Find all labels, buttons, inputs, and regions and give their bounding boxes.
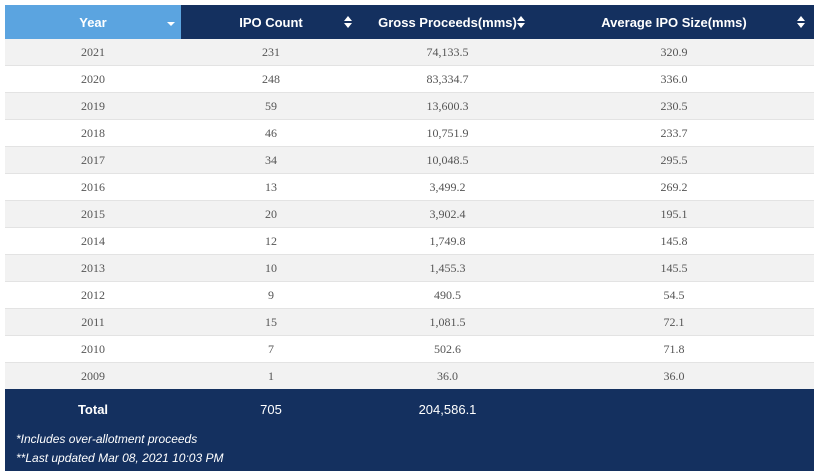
header-label: Gross Proceeds(mms) <box>378 14 517 30</box>
table-row: 2018 46 10,751.9 233.7 <box>5 119 814 147</box>
table-row: 2020 248 83,334.7 336.0 <box>5 65 814 93</box>
cell-gross-proceeds: 10,048.5 <box>361 146 534 174</box>
cell-average-ipo-size: 195.1 <box>534 200 814 228</box>
cell-gross-proceeds: 502.6 <box>361 335 534 363</box>
footnote-last-updated: **Last updated Mar 08, 2021 10:03 PM <box>16 451 224 465</box>
cell-gross-proceeds: 1,455.3 <box>361 254 534 282</box>
cell-gross-proceeds: 3,499.2 <box>361 173 534 201</box>
table-row: 2019 59 13,600.3 230.5 <box>5 92 814 120</box>
cell-ipo-count: 13 <box>181 173 361 201</box>
table-row: 2012 9 490.5 54.5 <box>5 281 814 309</box>
table-row: 2010 7 502.6 71.8 <box>5 335 814 363</box>
table-row: 2009 1 36.0 36.0 <box>5 362 814 389</box>
total-label: Total <box>77 402 109 417</box>
table-row: 2015 20 3,902.4 195.1 <box>5 200 814 228</box>
cell-year: 2016 <box>5 173 181 201</box>
ipo-statistics-table: Year IPO Count Gross Proceeds(mms) Avera… <box>5 5 814 389</box>
cell-gross-proceeds: 3,902.4 <box>361 200 534 228</box>
table-row: 2021 231 74,133.5 320.9 <box>5 39 814 66</box>
cell-ipo-count: 10 <box>181 254 361 282</box>
table-row: 2014 12 1,749.8 145.8 <box>5 227 814 255</box>
footnote-over-allotment: *Includes over-allotment proceeds <box>16 432 198 446</box>
header-average-ipo-size[interactable]: Average IPO Size(mms) <box>534 5 814 39</box>
cell-gross-proceeds: 74,133.5 <box>361 39 534 66</box>
table-row: 2017 34 10,048.5 295.5 <box>5 146 814 174</box>
cell-ipo-count: 248 <box>181 65 361 93</box>
cell-average-ipo-size: 145.8 <box>534 227 814 255</box>
cell-year: 2017 <box>5 146 181 174</box>
cell-average-ipo-size: 295.5 <box>534 146 814 174</box>
cell-year: 2011 <box>5 308 181 336</box>
cell-gross-proceeds: 490.5 <box>361 281 534 309</box>
cell-ipo-count: 9 <box>181 281 361 309</box>
header-gross-proceeds[interactable]: Gross Proceeds(mms) <box>361 5 534 39</box>
cell-ipo-count: 59 <box>181 92 361 120</box>
table-header-row: Year IPO Count Gross Proceeds(mms) Avera… <box>5 5 814 39</box>
cell-year: 2018 <box>5 119 181 147</box>
table-body: 2021 231 74,133.5 320.9 2020 248 83,334.7 336.0… <box>5 39 814 389</box>
table-footer: Total 705 204,586.1 *Includes over-allot… <box>5 389 814 471</box>
cell-year: 2019 <box>5 92 181 120</box>
total-ipo-count: 705 <box>260 402 282 417</box>
cell-year: 2021 <box>5 39 181 66</box>
cell-gross-proceeds: 36.0 <box>361 362 534 389</box>
cell-average-ipo-size: 230.5 <box>534 92 814 120</box>
table-row: 2011 15 1,081.5 72.1 <box>5 308 814 336</box>
cell-gross-proceeds: 1,749.8 <box>361 227 534 255</box>
cell-ipo-count: 7 <box>181 335 361 363</box>
sort-caret-down-icon[interactable] <box>167 22 175 26</box>
cell-ipo-count: 46 <box>181 119 361 147</box>
header-ipo-count[interactable]: IPO Count <box>181 5 361 39</box>
cell-ipo-count: 231 <box>181 39 361 66</box>
cell-year: 2012 <box>5 281 181 309</box>
cell-gross-proceeds: 1,081.5 <box>361 308 534 336</box>
header-label: Year <box>79 14 107 30</box>
cell-average-ipo-size: 71.8 <box>534 335 814 363</box>
cell-ipo-count: 12 <box>181 227 361 255</box>
cell-average-ipo-size: 336.0 <box>534 65 814 93</box>
sort-both-icon[interactable] <box>517 16 525 28</box>
header-label: IPO Count <box>239 14 303 30</box>
cell-year: 2009 <box>5 362 181 389</box>
sort-both-icon[interactable] <box>344 16 352 28</box>
sort-both-icon[interactable] <box>797 16 805 28</box>
cell-average-ipo-size: 145.5 <box>534 254 814 282</box>
cell-year: 2020 <box>5 65 181 93</box>
cell-average-ipo-size: 269.2 <box>534 173 814 201</box>
cell-year: 2014 <box>5 227 181 255</box>
cell-year: 2015 <box>5 200 181 228</box>
cell-average-ipo-size: 54.5 <box>534 281 814 309</box>
cell-average-ipo-size: 72.1 <box>534 308 814 336</box>
cell-year: 2013 <box>5 254 181 282</box>
table-row: 2016 13 3,499.2 269.2 <box>5 173 814 201</box>
cell-average-ipo-size: 233.7 <box>534 119 814 147</box>
header-label: Average IPO Size(mms) <box>601 14 747 30</box>
cell-gross-proceeds: 83,334.7 <box>361 65 534 93</box>
cell-average-ipo-size: 36.0 <box>534 362 814 389</box>
cell-gross-proceeds: 10,751.9 <box>361 119 534 147</box>
cell-average-ipo-size: 320.9 <box>534 39 814 66</box>
cell-ipo-count: 34 <box>181 146 361 174</box>
cell-ipo-count: 20 <box>181 200 361 228</box>
total-gross-proceeds: 204,586.1 <box>418 402 477 417</box>
cell-ipo-count: 15 <box>181 308 361 336</box>
cell-year: 2010 <box>5 335 181 363</box>
header-year[interactable]: Year <box>5 5 181 39</box>
ipo-table-container: Year IPO Count Gross Proceeds(mms) Avera… <box>5 5 814 471</box>
cell-ipo-count: 1 <box>181 362 361 389</box>
cell-gross-proceeds: 13,600.3 <box>361 92 534 120</box>
table-row: 2013 10 1,455.3 145.5 <box>5 254 814 282</box>
